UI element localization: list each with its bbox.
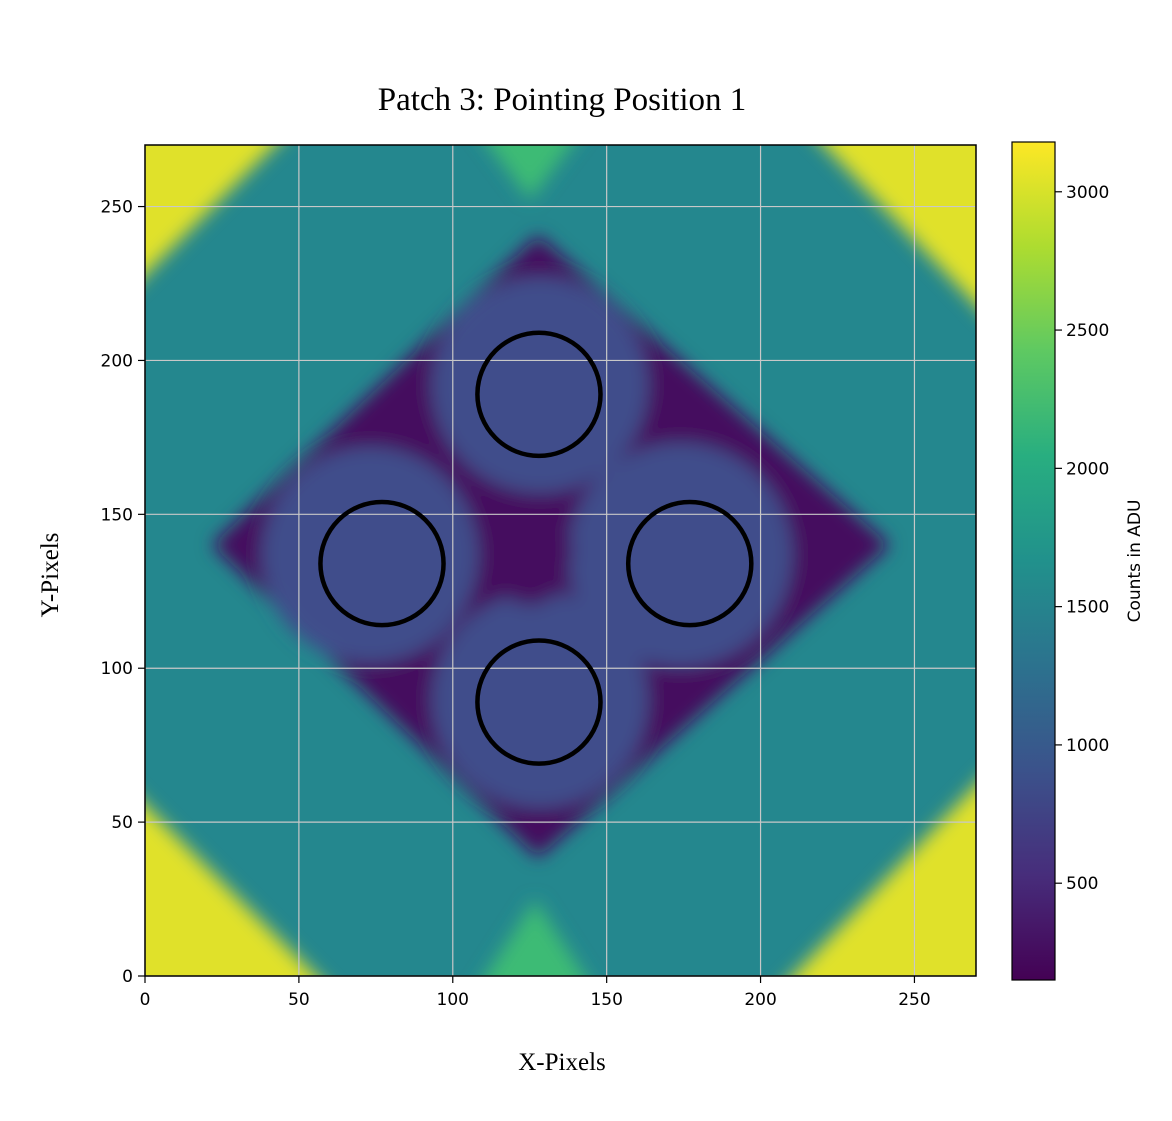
y-tick-label: 200 [101,351,133,371]
y-tick-label: 0 [122,967,133,987]
lobe-right [568,443,792,667]
plot-frame [144,144,977,977]
chart-title: Patch 3: Pointing Position 1 [378,82,747,118]
colorbar-tick-label: 500 [1066,874,1098,894]
colorbar-tick-label: 2500 [1066,321,1109,341]
lobe-left [262,447,478,663]
x-axis-label: X-Pixels [518,1049,606,1076]
aperture-circles [318,330,754,766]
x-tick-label: 150 [590,990,622,1010]
y-tick-label: 50 [111,813,133,833]
y-axis-ticks: 0 50 100 150 200 250 [101,198,145,987]
aperture-circle [318,499,446,628]
corner-top-left [145,145,275,275]
corner-bottom-left [145,805,316,976]
colorbar-ticks: 500 1000 1500 2000 2500 3000 [1055,183,1109,894]
aperture-circle [475,638,603,766]
corner-bottom-right [793,785,976,976]
lobe-top [432,277,648,493]
corner-top-right [823,145,976,305]
colorbar [1011,141,1056,981]
colorbar-tick-label: 2000 [1066,459,1109,479]
x-tick-label: 0 [140,990,151,1010]
y-tick-label: 100 [101,659,133,679]
heatmap-image [145,145,976,976]
x-tick-label: 250 [898,990,930,1010]
colorbar-tick-label: 1500 [1066,598,1109,618]
x-tick-label: 200 [744,990,776,1010]
colorbar-label: Counts in ADU [1125,500,1145,623]
colorbar-tick-label: 3000 [1066,183,1109,203]
colorbar-tick-label: 1000 [1066,736,1109,756]
aperture-circle [625,499,754,628]
wedge-top [488,145,572,200]
aperture-circle [475,330,603,459]
x-tick-label: 50 [288,990,310,1010]
y-axis-label: Y-Pixels [37,533,64,618]
dark-center [488,495,572,605]
x-axis-ticks: 0 50 100 150 200 250 [140,976,931,1010]
lobe-bottom [432,592,648,808]
y-tick-label: 250 [101,198,133,218]
wedge-bottom [485,900,585,976]
y-tick-label: 150 [101,505,133,525]
x-tick-label: 100 [437,990,469,1010]
